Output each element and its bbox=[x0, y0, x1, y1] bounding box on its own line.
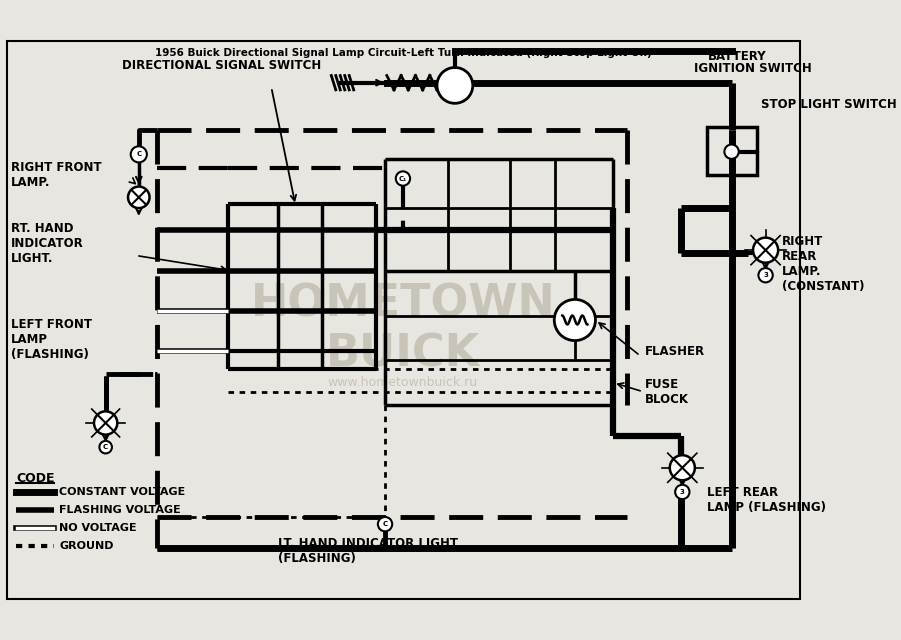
Text: LT. HAND INDICATOR LIGHT
(FLASHING): LT. HAND INDICATOR LIGHT (FLASHING) bbox=[278, 537, 458, 564]
Text: RIGHT
REAR
LAMP.
(CONSTANT): RIGHT REAR LAMP. (CONSTANT) bbox=[782, 235, 864, 293]
Circle shape bbox=[554, 300, 596, 340]
Circle shape bbox=[396, 172, 410, 186]
Text: RT. HAND
INDICATOR
LIGHT.: RT. HAND INDICATOR LIGHT. bbox=[11, 221, 84, 264]
Text: NO VOLTAGE: NO VOLTAGE bbox=[59, 524, 137, 533]
Circle shape bbox=[131, 147, 147, 163]
Text: GROUND: GROUND bbox=[59, 541, 114, 551]
Text: CODE: CODE bbox=[16, 472, 55, 485]
Circle shape bbox=[669, 455, 695, 480]
Circle shape bbox=[759, 268, 773, 282]
Text: C: C bbox=[136, 151, 141, 157]
Text: 3: 3 bbox=[763, 272, 768, 278]
Circle shape bbox=[724, 145, 739, 159]
Bar bbox=[707, 127, 757, 175]
Text: LEFT FRONT
LAMP
(FLASHING): LEFT FRONT LAMP (FLASHING) bbox=[11, 318, 92, 361]
Text: BATTERY: BATTERY bbox=[707, 49, 766, 63]
Text: LEFT REAR
LAMP (FLASHING): LEFT REAR LAMP (FLASHING) bbox=[707, 486, 826, 514]
Text: FLASHER: FLASHER bbox=[645, 345, 705, 358]
Text: DIRECTIONAL SIGNAL SWITCH: DIRECTIONAL SIGNAL SWITCH bbox=[122, 58, 321, 72]
Circle shape bbox=[753, 237, 778, 262]
Text: CONSTANT VOLTAGE: CONSTANT VOLTAGE bbox=[59, 488, 186, 497]
Text: 1956 Buick Directional Signal Lamp Circuit-Left Turn Indicated (Right Stop Light: 1956 Buick Directional Signal Lamp Circu… bbox=[155, 48, 651, 58]
Text: IGNITION SWITCH: IGNITION SWITCH bbox=[694, 62, 812, 75]
Text: FLASHING VOLTAGE: FLASHING VOLTAGE bbox=[59, 506, 181, 515]
Text: C₁: C₁ bbox=[399, 175, 407, 182]
Circle shape bbox=[378, 517, 392, 531]
Text: 3: 3 bbox=[680, 489, 685, 495]
Text: C: C bbox=[103, 444, 108, 450]
Text: HOMETOWN
BUICK: HOMETOWN BUICK bbox=[250, 282, 555, 375]
Circle shape bbox=[128, 187, 150, 208]
Text: C: C bbox=[382, 521, 387, 527]
Text: FUSE
BLOCK: FUSE BLOCK bbox=[645, 378, 688, 406]
Circle shape bbox=[437, 67, 473, 103]
Circle shape bbox=[675, 484, 689, 499]
Circle shape bbox=[94, 412, 117, 435]
Text: www.hometownbuick.ru: www.hometownbuick.ru bbox=[328, 376, 478, 389]
Text: STOP LIGHT SWITCH: STOP LIGHT SWITCH bbox=[761, 98, 896, 111]
Text: RIGHT FRONT
LAMP.: RIGHT FRONT LAMP. bbox=[11, 161, 102, 189]
Circle shape bbox=[99, 441, 112, 453]
